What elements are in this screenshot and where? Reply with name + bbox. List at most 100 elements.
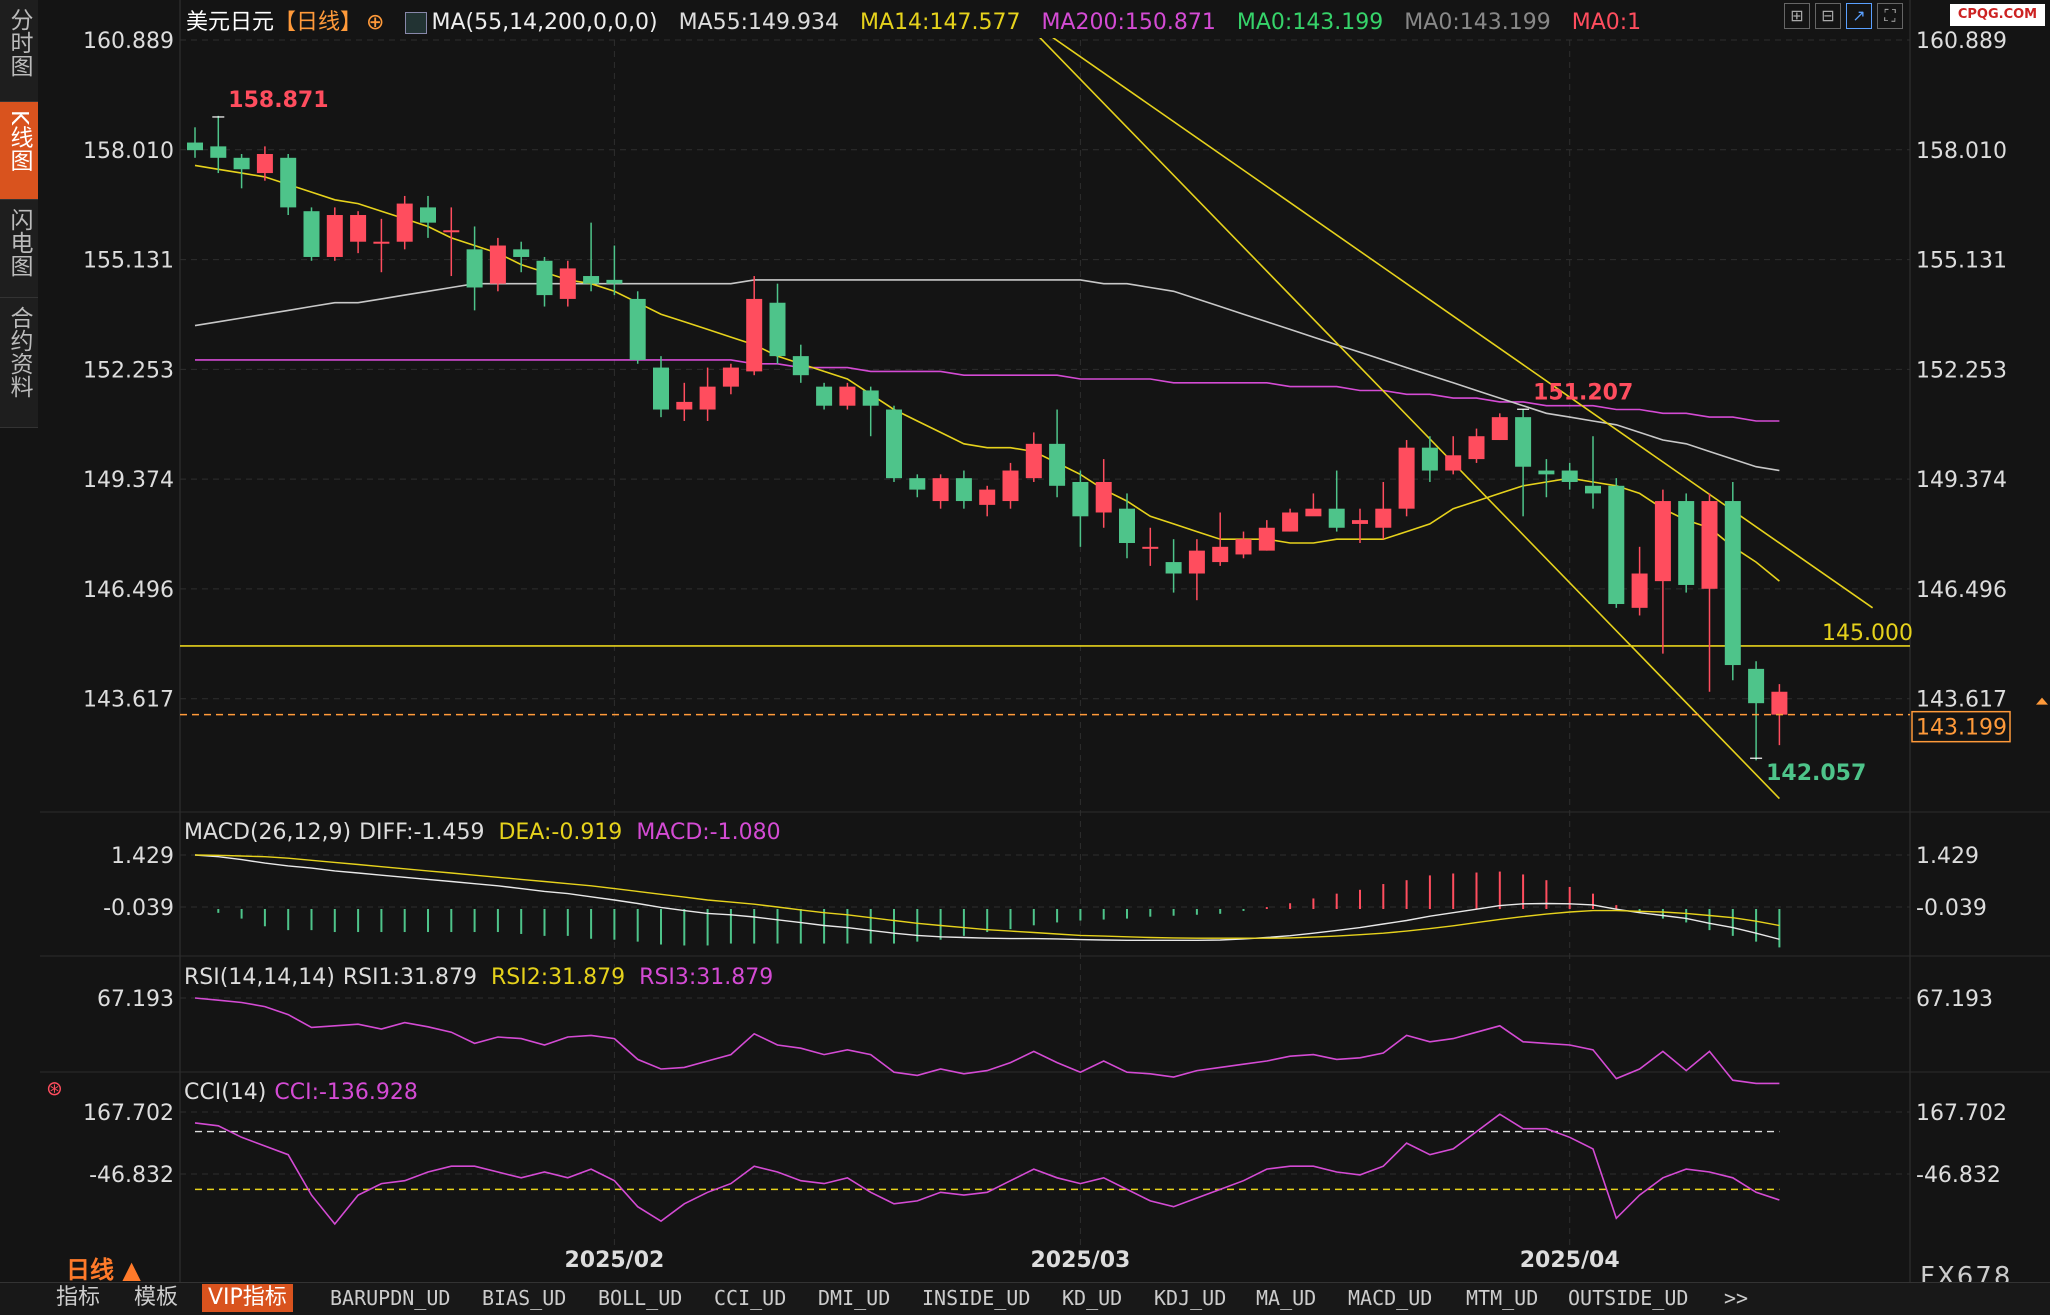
site-watermark: CPQG.COM [1950, 4, 2045, 26]
trendline [1052, 38, 1874, 609]
settings-icon[interactable]: ⊕ [366, 10, 385, 35]
candle-body [1142, 546, 1159, 549]
tab-vip-indicator[interactable]: VIP指标 [202, 1284, 293, 1312]
price-tick-right: 149.374 [1916, 468, 2007, 493]
candle-body [1049, 443, 1066, 486]
candle-body [862, 390, 879, 406]
candle-body [1119, 508, 1135, 544]
candle-body [536, 260, 553, 296]
candle-body [210, 146, 227, 158]
candle-body [1398, 447, 1415, 509]
candle-body [1724, 501, 1741, 666]
candle-body [233, 157, 250, 170]
price-panel: 145.000 158.871 151.207 142.057 [180, 38, 1913, 800]
candle-body [909, 478, 926, 490]
price-tick-right: 143.617 [1916, 688, 2007, 713]
tab-kd[interactable]: KD_UD [1062, 1286, 1123, 1310]
candle-body [839, 386, 856, 406]
candle-body [629, 298, 646, 360]
cci-line [194, 1113, 1780, 1226]
candle-body [1585, 485, 1601, 494]
alert-icon[interactable]: ⊛ [46, 1076, 63, 1100]
candle-body [1678, 501, 1695, 585]
tab-outside[interactable]: OUTSIDE_UD [1568, 1286, 1689, 1310]
macd-title: MACD(26,12,9) [184, 820, 352, 845]
axes-labels: 160.889 160.889 158.010 158.010 155.131 155.1… [83, 29, 2048, 1273]
tab-indicator[interactable]: 指标 [56, 1285, 101, 1310]
cci-tick-right: -46.832 [1916, 1163, 2001, 1188]
cci-value: CCI:-136.928 [274, 1080, 418, 1105]
price-tick-left: 155.131 [83, 249, 174, 274]
candle-body [1421, 447, 1438, 471]
candle-body [443, 230, 460, 233]
rsi3-value: RSI3:31.879 [639, 965, 774, 990]
cci-tick-right: 167.702 [1916, 1101, 2007, 1126]
tab-bias[interactable]: BIAS_UD [482, 1286, 567, 1310]
candle-body [676, 401, 693, 410]
ma55-value: MA55:149.934 [678, 10, 840, 35]
candle-body [1002, 470, 1019, 502]
side-tab-flash[interactable]: 闪电图 [0, 200, 38, 298]
price-tick-right: 146.496 [1916, 578, 2007, 603]
time-tick-label: 2025/04 [1520, 1248, 1620, 1273]
macd-tick-left: -0.039 [103, 896, 174, 921]
side-tab-timeshare[interactable]: 分时图 [0, 0, 38, 102]
indicator-icon[interactable] [405, 12, 428, 34]
candle-body [1282, 512, 1299, 532]
extreme-label: 151.207 [1533, 380, 1633, 405]
candle-body [979, 489, 996, 505]
candle-body [1654, 501, 1671, 582]
candle-body [1072, 481, 1089, 517]
period-button[interactable]: 日线 ▲ [66, 1256, 141, 1284]
crosshair-icon[interactable]: ⊞ [1784, 3, 1810, 29]
tab-more[interactable]: >> [1724, 1286, 1749, 1310]
tab-mtm[interactable]: MTM_UD [1466, 1286, 1539, 1310]
candle-body [326, 215, 343, 257]
rsi1-value: RSI1:31.879 [342, 965, 478, 990]
side-tab-kline[interactable]: K线图 [0, 102, 38, 200]
tab-template[interactable]: 模板 [134, 1285, 179, 1310]
side-tab-label: 闪电图 [6, 208, 32, 277]
tab-macd[interactable]: MACD_UD [1348, 1286, 1433, 1310]
extreme-label: 142.057 [1766, 761, 1866, 786]
macd-diff: DIFF:-1.459 [359, 820, 485, 845]
candle-body [420, 207, 436, 223]
candle-body [350, 215, 367, 242]
candle-body [1212, 546, 1229, 563]
rsi-panel [194, 997, 1780, 1085]
zoom-icon[interactable]: ⊟ [1815, 3, 1841, 29]
extreme-label: 158.871 [228, 88, 328, 113]
tab-cci[interactable]: CCI_UD [714, 1286, 787, 1310]
candle-body [1328, 508, 1345, 528]
side-tab-label: 合约资料 [6, 306, 32, 398]
draw-line-icon[interactable]: ↗ [1846, 3, 1872, 29]
price-tick-right: 152.253 [1916, 358, 2007, 383]
fullscreen-icon[interactable]: ⛶ [1877, 3, 1903, 29]
macd-value: MACD:-1.080 [636, 820, 781, 845]
last-price-box [1911, 710, 2011, 743]
symbol-name: 美元日元 [186, 10, 275, 35]
rsi-line [194, 997, 1780, 1085]
ma14-value: MA14:147.577 [860, 10, 1021, 35]
tab-barupdn[interactable]: BARUPDN_UD [330, 1286, 451, 1310]
cci-legend: CCI(14) CCI:-136.928 [184, 1080, 432, 1105]
side-tab-label: 分时图 [6, 8, 32, 77]
candle-body [1631, 573, 1648, 608]
cci-title: CCI(14) [184, 1080, 267, 1105]
candle-body [1608, 485, 1625, 605]
candle-body [816, 386, 833, 406]
rsi-legend: RSI(14,14,14) RSI1:31.879 RSI2:31.879 RSI3:… [184, 965, 787, 990]
trendline [1039, 38, 1780, 800]
tab-inside[interactable]: INSIDE_UD [922, 1286, 1031, 1310]
tab-ma[interactable]: MA_UD [1256, 1286, 1317, 1310]
candle-body [1025, 443, 1042, 479]
macd-tick-right: -0.039 [1916, 896, 1987, 921]
price-tick-left: 143.617 [83, 688, 174, 713]
candle-body [1375, 508, 1392, 528]
side-tab-contract-info[interactable]: 合约资料 [0, 298, 38, 428]
tab-boll[interactable]: BOLL_UD [598, 1286, 683, 1310]
candle-body [373, 241, 390, 244]
tab-kdj[interactable]: KDJ_UD [1154, 1286, 1227, 1310]
tab-dmi[interactable]: DMI_UD [818, 1286, 891, 1310]
